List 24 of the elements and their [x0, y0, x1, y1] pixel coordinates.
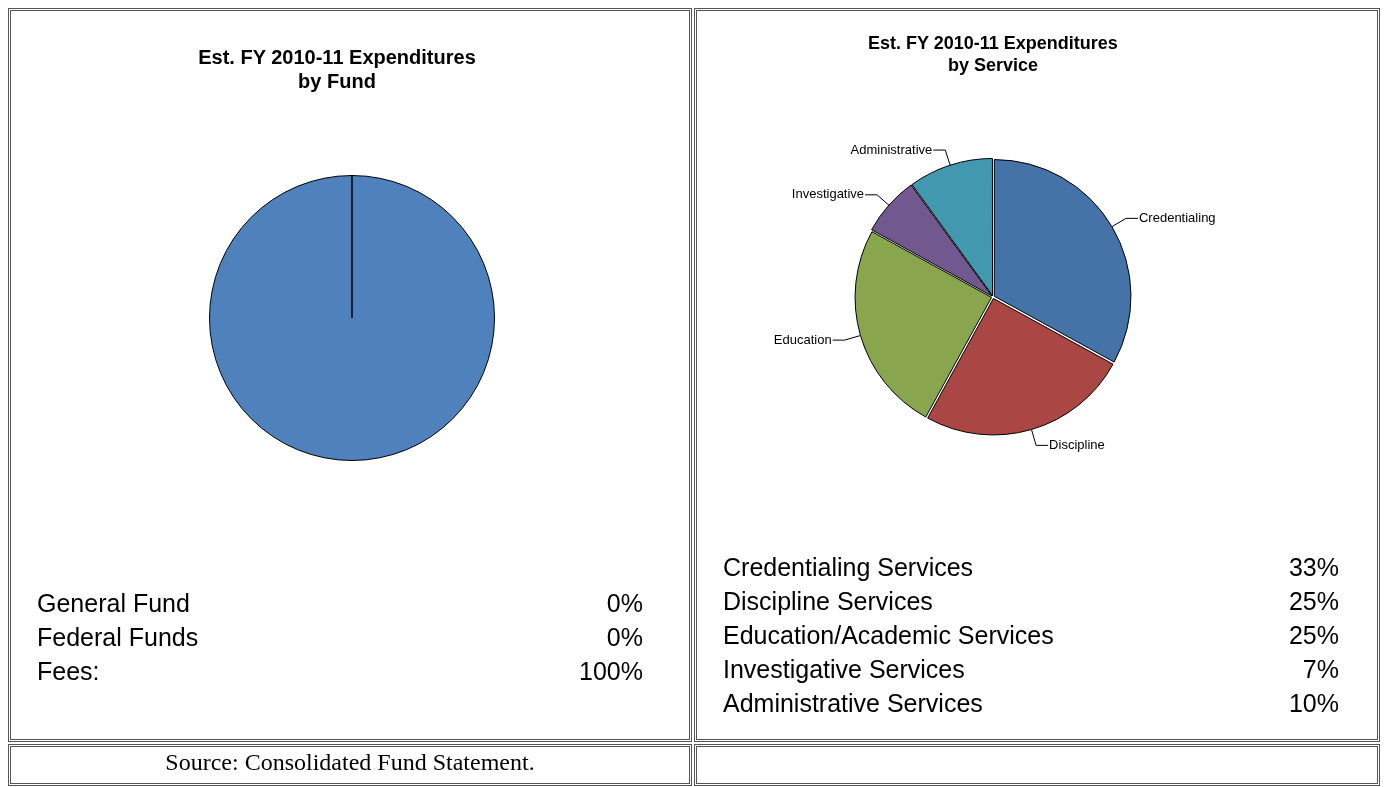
text: 10% — [1288, 688, 1339, 719]
chart-title: Est. FY 2010-11 Expenditures by Service — [867, 33, 1119, 77]
text: 0% — [606, 622, 643, 653]
text: 25% — [1288, 586, 1339, 617]
text: Administrative Services — [723, 689, 983, 717]
slice-label: Investigative — [791, 186, 865, 202]
slice-label: Administrative — [850, 141, 933, 157]
text: Investigative Services — [723, 655, 965, 683]
text: 33% — [1288, 552, 1339, 583]
text: 100% — [579, 656, 643, 687]
text: Federal Funds — [37, 623, 199, 651]
slice-label: Discipline — [1049, 436, 1105, 452]
source-note: Source: Consolidated Fund Statement. — [164, 749, 536, 776]
text: 0% — [606, 588, 643, 619]
slice-label: Education — [773, 331, 832, 347]
chart-title: Est. FY 2010-11 Expenditures by Fund — [197, 45, 477, 93]
text: Fees: — [37, 657, 100, 685]
text: 25% — [1288, 620, 1339, 651]
text: Credentialing Services — [723, 553, 974, 581]
text: Education/Academic Services — [723, 621, 1054, 649]
text: 7% — [1302, 654, 1339, 685]
slice-label: Credentialing — [1138, 209, 1216, 225]
text: General Fund — [37, 589, 190, 617]
text: Discipline Services — [723, 587, 933, 615]
